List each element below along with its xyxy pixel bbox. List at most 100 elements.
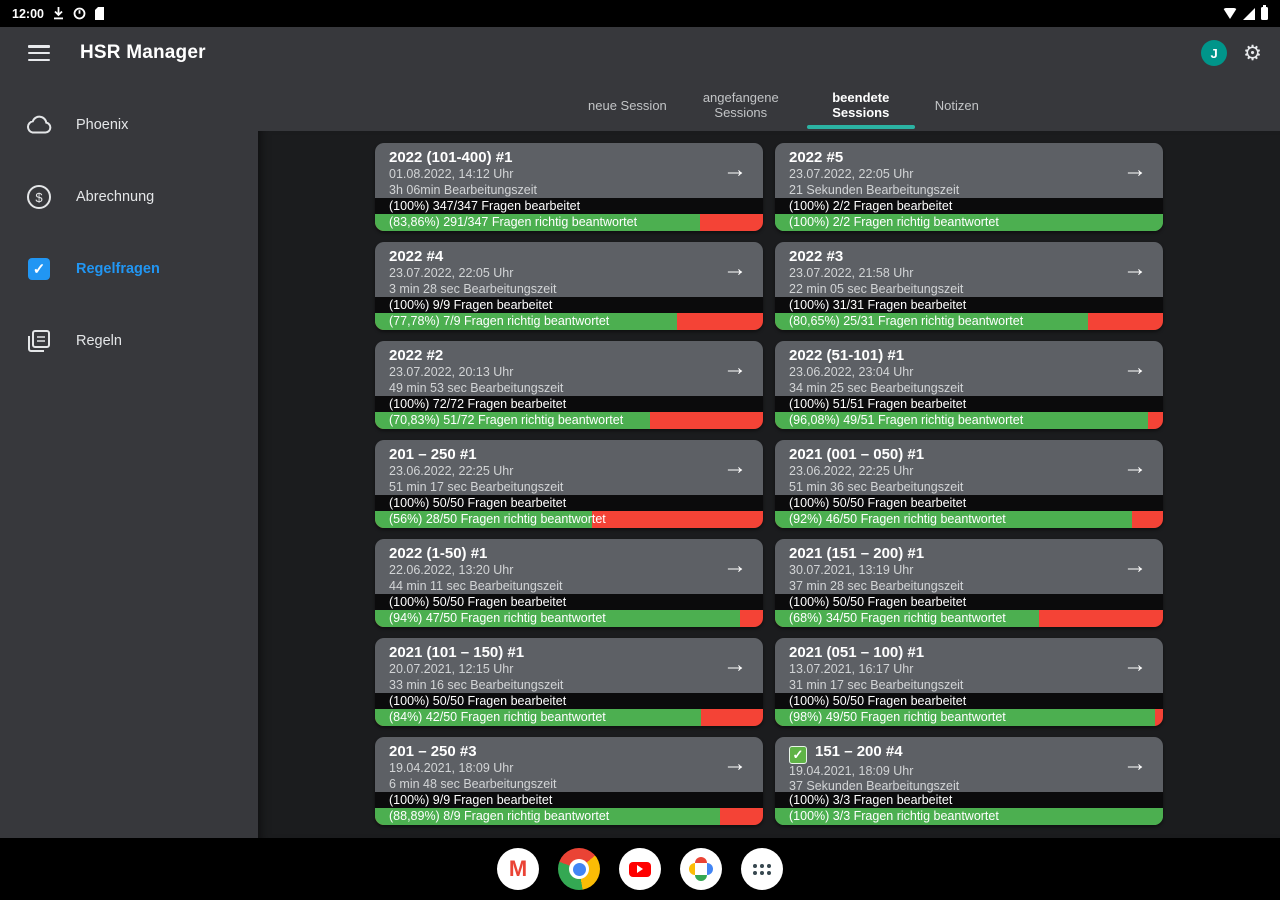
arrow-right-icon[interactable]: → <box>1123 156 1147 183</box>
gmail-icon[interactable]: M <box>497 848 539 890</box>
correct-progress-label: (94%) 47/50 Fragen richtig beantwortet <box>389 611 606 625</box>
session-column-left: ✓2022 (101-400) #1 01.08.2022, 14:12 Uhr… <box>375 143 763 838</box>
app-drawer-icon[interactable] <box>741 848 783 890</box>
session-card-header: ✓2021 (001 – 050) #1 23.06.2022, 22:25 U… <box>775 440 1163 495</box>
tab-neue-session[interactable]: neue Session <box>588 97 667 113</box>
session-card[interactable]: ✓2022 (101-400) #1 01.08.2022, 14:12 Uhr… <box>375 143 763 231</box>
processed-bar: (100%) 51/51 Fragen bearbeitet <box>775 396 1163 412</box>
processed-bar: (100%) 50/50 Fragen bearbeitet <box>775 594 1163 610</box>
correct-progress-label: (77,78%) 7/9 Fragen richtig beantwortet <box>389 314 610 328</box>
session-title: ✓2021 (151 – 200) #1 <box>789 545 925 562</box>
session-card[interactable]: ✓201 – 250 #1 23.06.2022, 22:25 Uhr 51 m… <box>375 440 763 528</box>
correct-progress-fill <box>375 610 740 627</box>
download-icon <box>53 7 64 20</box>
menu-icon[interactable] <box>28 45 50 61</box>
session-card[interactable]: ✓2021 (051 – 100) #1 13.07.2021, 16:17 U… <box>775 638 1163 726</box>
processed-bar: (100%) 72/72 Fragen bearbeitet <box>375 396 763 412</box>
arrow-right-icon[interactable]: → <box>723 651 747 678</box>
tab-bar: neue Session angefangene Sessions beende… <box>588 79 979 131</box>
session-title: ✓2021 (101 – 150) #1 <box>389 644 525 661</box>
session-card[interactable]: ✓2022 #3 23.07.2022, 21:58 Uhr 22 min 05… <box>775 242 1163 330</box>
correct-progress-label: (83,86%) 291/347 Fragen richtig beantwor… <box>389 215 638 229</box>
correct-progress-fill <box>775 511 1132 528</box>
session-duration: 33 min 16 sec Bearbeitungszeit <box>389 677 564 692</box>
session-card[interactable]: ✓2022 (1-50) #1 22.06.2022, 13:20 Uhr 44… <box>375 539 763 627</box>
processed-bar: (100%) 50/50 Fragen bearbeitet <box>375 594 763 610</box>
correct-progress-bar: (98%) 49/50 Fragen richtig beantwortet <box>775 709 1163 726</box>
session-date: 19.04.2021, 18:09 Uhr <box>389 761 514 775</box>
check-icon: ✓ <box>789 745 807 764</box>
session-title: ✓2022 #5 <box>789 149 844 166</box>
correct-progress-fill <box>775 214 1163 231</box>
dock: M <box>0 838 1280 900</box>
arrow-right-icon[interactable]: → <box>723 453 747 480</box>
arrow-right-icon[interactable]: → <box>723 552 747 579</box>
chrome-icon[interactable] <box>558 848 600 890</box>
correct-progress-label: (96,08%) 49/51 Fragen richtig beantworte… <box>789 413 1024 427</box>
session-date: 30.07.2021, 13:19 Uhr <box>789 563 914 577</box>
correct-progress-label: (88,89%) 8/9 Fragen richtig beantwortet <box>389 809 610 823</box>
tab-angefangene-sessions[interactable]: angefangene Sessions <box>702 90 779 120</box>
session-card[interactable]: ✓2021 (151 – 200) #1 30.07.2021, 13:19 U… <box>775 539 1163 627</box>
session-card[interactable]: ✓2022 (51-101) #1 23.06.2022, 23:04 Uhr … <box>775 341 1163 429</box>
session-date: 19.04.2021, 18:09 Uhr <box>789 763 914 778</box>
session-card[interactable]: ✓2021 (001 – 050) #1 23.06.2022, 22:25 U… <box>775 440 1163 528</box>
billing-icon: $ <box>26 184 52 210</box>
processed-bar: (100%) 2/2 Fragen bearbeitet <box>775 198 1163 214</box>
session-card[interactable]: ✓201 – 250 #3 19.04.2021, 18:09 Uhr 6 mi… <box>375 737 763 825</box>
arrow-right-icon[interactable]: → <box>723 354 747 381</box>
sidebar-item-abrechnung[interactable]: $ Abrechnung <box>0 173 258 221</box>
tab-notizen[interactable]: Notizen <box>934 97 979 113</box>
session-card-header: ✓2022 #5 23.07.2022, 22:05 Uhr 21 Sekund… <box>775 143 1163 198</box>
session-title: ✓2021 (051 – 100) #1 <box>789 644 925 661</box>
youtube-icon[interactable] <box>619 848 661 890</box>
session-card[interactable]: ✓2022 #2 23.07.2022, 20:13 Uhr 49 min 53… <box>375 341 763 429</box>
session-card[interactable]: ✓ 151 – 200 #4 19.04.2021, 18:09 Uhr 37 S… <box>775 737 1163 825</box>
sidebar-item-label: Regelfragen <box>76 261 160 277</box>
session-card-header: ✓2022 (51-101) #1 23.06.2022, 23:04 Uhr … <box>775 341 1163 396</box>
session-duration: 3 min 28 sec Bearbeitungszeit <box>389 281 557 296</box>
correct-progress-fill <box>375 709 701 726</box>
sidebar-item-regelfragen[interactable]: ✓ Regelfragen <box>0 245 258 293</box>
session-duration: 49 min 53 sec Bearbeitungszeit <box>389 380 564 395</box>
session-card-header: ✓2022 #2 23.07.2022, 20:13 Uhr 49 min 53… <box>375 341 763 396</box>
correct-progress-bar: (96,08%) 49/51 Fragen richtig beantworte… <box>775 412 1163 429</box>
session-title: ✓2022 #4 <box>389 248 444 265</box>
correct-progress-bar: (56%) 28/50 Fragen richtig beantwortet <box>375 511 763 528</box>
gear-icon[interactable]: ⚙ <box>1243 41 1262 65</box>
sidebar-item-phoenix[interactable]: Phoenix <box>0 101 258 149</box>
arrow-right-icon[interactable]: → <box>1123 453 1147 480</box>
session-card-header: ✓2022 #4 23.07.2022, 22:05 Uhr 3 min 28 … <box>375 242 763 297</box>
arrow-right-icon[interactable]: → <box>1123 354 1147 381</box>
app-bar: HSR Manager J ⚙ <box>0 27 1280 79</box>
sidebar-item-regeln[interactable]: Regeln <box>0 317 258 365</box>
arrow-right-icon[interactable]: → <box>1123 255 1147 282</box>
processed-bar: (100%) 3/3 Fragen bearbeitet <box>775 792 1163 808</box>
processed-bar: (100%) 50/50 Fragen bearbeitet <box>375 693 763 709</box>
session-duration: 44 min 11 sec Bearbeitungszeit <box>389 578 563 593</box>
arrow-right-icon[interactable]: → <box>723 156 747 183</box>
tab-beendete-sessions[interactable]: beendete Sessions <box>806 79 915 131</box>
processed-bar: (100%) 31/31 Fragen bearbeitet <box>775 297 1163 313</box>
session-date: 22.06.2022, 13:20 Uhr <box>389 563 514 577</box>
session-card[interactable]: ✓2021 (101 – 150) #1 20.07.2021, 12:15 U… <box>375 638 763 726</box>
sidebar-item-label: Regeln <box>76 333 122 349</box>
correct-progress-bar: (70,83%) 51/72 Fragen richtig beantworte… <box>375 412 763 429</box>
arrow-right-icon[interactable]: → <box>723 255 747 282</box>
correct-progress-fill <box>375 412 650 429</box>
correct-progress-label: (100%) 3/3 Fragen richtig beantwortet <box>789 809 999 823</box>
correct-progress-fill <box>375 511 593 528</box>
session-card[interactable]: ✓2022 #4 23.07.2022, 22:05 Uhr 3 min 28 … <box>375 242 763 330</box>
session-title: ✓2022 #2 <box>389 347 444 364</box>
session-card[interactable]: ✓2022 #5 23.07.2022, 22:05 Uhr 21 Sekund… <box>775 143 1163 231</box>
photos-icon[interactable] <box>680 848 722 890</box>
avatar[interactable]: J <box>1201 40 1228 66</box>
correct-progress-label: (70,83%) 51/72 Fragen richtig beantworte… <box>389 413 624 427</box>
session-date: 23.07.2022, 22:05 Uhr <box>389 266 514 280</box>
arrow-right-icon[interactable]: → <box>1123 651 1147 678</box>
correct-progress-fill <box>375 313 677 330</box>
arrow-right-icon[interactable]: → <box>1123 552 1147 579</box>
arrow-right-icon[interactable]: → <box>723 750 747 777</box>
arrow-right-icon[interactable]: → <box>1123 750 1147 777</box>
